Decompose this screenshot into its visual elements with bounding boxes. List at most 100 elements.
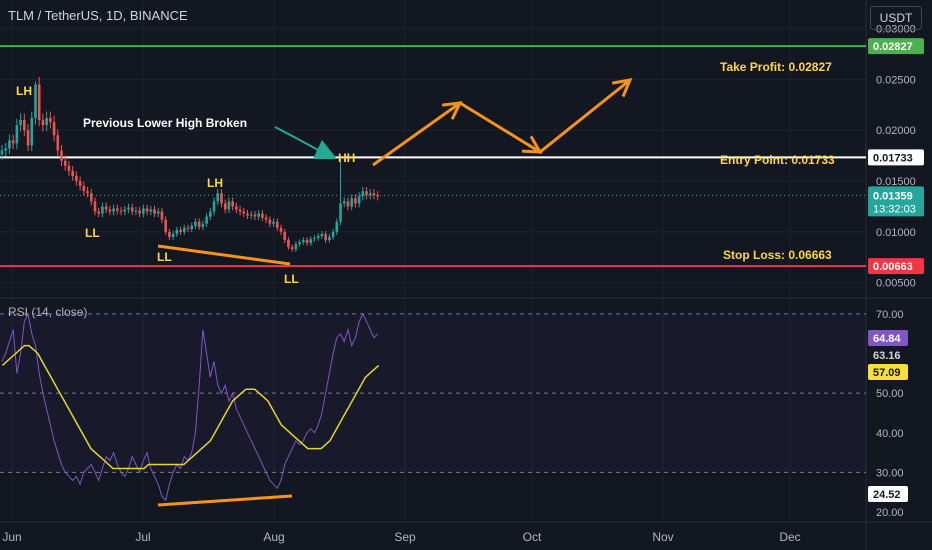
candle-body <box>75 175 78 182</box>
currency-button[interactable]: USDT <box>870 6 922 30</box>
rsi-tick-label: 30.00 <box>876 467 904 479</box>
candle-body <box>253 214 257 217</box>
candle-body <box>4 148 8 151</box>
candle-body <box>249 214 253 216</box>
candle-body <box>316 235 320 238</box>
candle-body <box>186 227 190 229</box>
candle-body <box>365 191 368 196</box>
candle-body <box>0 150 4 155</box>
rsi-tick-label: 20.00 <box>876 507 904 519</box>
candle-body <box>275 221 279 228</box>
rsi-ma-line <box>1 344 380 470</box>
candle-body <box>257 213 260 217</box>
candle-body <box>205 216 208 224</box>
candle-body <box>227 201 231 210</box>
candle-body <box>194 221 197 226</box>
candle-body <box>19 120 22 126</box>
price-tick-label: 0.01000 <box>876 227 916 239</box>
entry-badge-bg <box>868 149 924 166</box>
teal-arrowhead <box>313 140 337 159</box>
candle-body <box>23 120 26 131</box>
time-tick-label: Sep <box>394 530 416 544</box>
candle-body <box>201 223 205 227</box>
candle-body <box>320 233 324 236</box>
candle-body <box>302 240 305 243</box>
rsi-tick-label: 50.00 <box>876 388 904 400</box>
time-tick-label: Jul <box>135 530 150 544</box>
candle-body <box>71 170 74 176</box>
candle-body <box>168 231 171 237</box>
candle-body <box>298 242 301 245</box>
candle-body <box>82 186 86 192</box>
stop-loss-badge: 0.00663 <box>873 261 913 273</box>
candle-body <box>238 209 242 212</box>
candle-body <box>290 247 294 250</box>
candle-body <box>156 211 160 214</box>
candle-body <box>15 125 19 144</box>
price-axis[interactable]: 0.030000.025000.020000.015000.010000.005… <box>868 23 924 290</box>
last-price-badge-bg <box>868 186 924 217</box>
candle-body <box>313 237 316 240</box>
divergence-rsi-line <box>157 494 293 507</box>
rsi-badge: 24.52 <box>873 489 901 501</box>
candle-body <box>372 193 376 196</box>
time-tick-label: Aug <box>263 530 284 544</box>
projection-arrowhead <box>521 135 543 154</box>
candle-body <box>134 210 138 212</box>
candle-body <box>209 211 212 217</box>
candle-body <box>26 130 30 146</box>
candle-body <box>86 191 89 194</box>
candle-body <box>287 240 290 248</box>
candle-body <box>361 191 365 197</box>
rsi-badge-bg <box>868 364 908 380</box>
candle-body <box>119 210 123 212</box>
rsi-axis[interactable]: 70.00 50.00 40.00 30.00 20.00 64.84 63.16 57.09… <box>868 309 908 519</box>
projection-arrows <box>274 78 633 167</box>
rsi-title: RSI (14, close) <box>8 305 88 319</box>
rsi-badge: 63.16 <box>873 350 901 362</box>
projection-arrowhead <box>612 78 633 98</box>
candle-body <box>37 84 41 121</box>
candle-body <box>242 211 246 214</box>
divergence-lines <box>157 244 293 507</box>
candle-body <box>78 181 82 187</box>
candle-body <box>294 244 298 250</box>
candle-body <box>368 193 372 196</box>
candle-body <box>376 195 380 197</box>
time-axis[interactable]: Jun Jul Aug Sep Oct Nov Dec <box>2 530 800 544</box>
projection-arrowhead <box>441 101 463 120</box>
time-tick-label: Oct <box>523 530 542 544</box>
candle-body <box>175 229 179 234</box>
candle-body <box>339 203 342 222</box>
candle-body <box>45 117 48 126</box>
stop-loss-badge-bg <box>868 258 924 275</box>
candle-body <box>112 208 115 212</box>
candle-body <box>197 221 201 227</box>
candle-body <box>34 84 37 118</box>
annotation-hh: HH <box>338 151 356 165</box>
time-tick-label: Nov <box>652 530 673 544</box>
candle-body <box>272 221 275 224</box>
candle-body <box>223 203 227 210</box>
candle-body <box>309 239 313 244</box>
candle-body <box>346 201 350 207</box>
candle-body <box>153 209 156 214</box>
candle-body <box>179 229 182 232</box>
candle-body <box>354 198 357 204</box>
candles <box>0 76 380 252</box>
candle-body <box>220 193 223 204</box>
candle-body <box>145 208 149 212</box>
candle-body <box>30 117 34 146</box>
rsi-badge-bg <box>868 486 908 502</box>
candle-body <box>52 122 56 136</box>
candle-body <box>123 209 127 212</box>
candle-body <box>164 219 167 232</box>
candle-body <box>101 206 104 214</box>
divergence-price-line <box>157 244 291 266</box>
price-tick-label: 0.02000 <box>876 125 916 137</box>
candle-body <box>116 208 119 211</box>
rsi-badge: 64.84 <box>873 333 901 345</box>
candle-body <box>8 140 11 149</box>
